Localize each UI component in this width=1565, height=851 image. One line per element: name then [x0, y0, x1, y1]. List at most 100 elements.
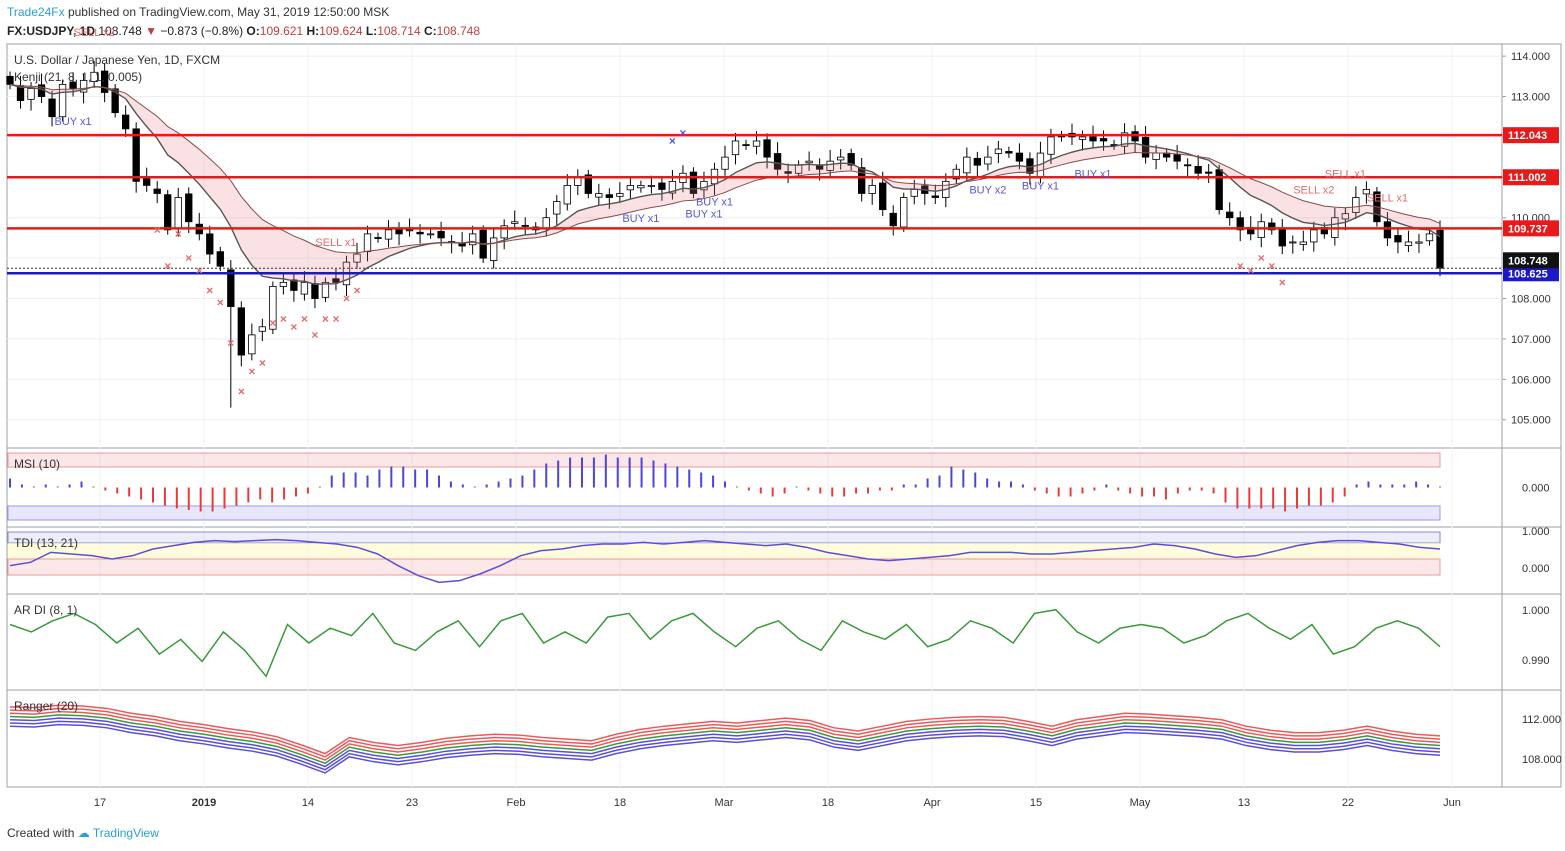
ranger-title: Ranger (20)	[14, 699, 78, 713]
footer: Created with ☁ TradingView	[7, 826, 159, 840]
high-label: H:	[306, 24, 320, 38]
candle	[79, 79, 88, 93]
sell-x-marker: ×	[175, 227, 182, 241]
ranger-line	[9, 710, 1441, 761]
ranger-line	[9, 720, 1441, 771]
ardi-y-tick: 1.000	[1522, 605, 1550, 617]
candle	[321, 281, 330, 298]
x-tick-label: 13	[1238, 797, 1250, 809]
buy-x-marker: ×	[679, 126, 686, 140]
candle	[248, 334, 256, 355]
candle	[805, 160, 813, 164]
symbol-name: FX:USDJPY, 1D	[7, 24, 96, 38]
tradingview-link[interactable]: TradingView	[92, 826, 159, 840]
buy-signal-label: BUY x1	[696, 197, 733, 209]
y-tick-label: 113.000	[1511, 92, 1550, 104]
candle	[1226, 211, 1234, 219]
sell-x-marker: ×	[1268, 259, 1275, 273]
level-price-tag	[1503, 220, 1559, 237]
candle	[290, 279, 298, 291]
buy-signal-label: BUY x1	[55, 116, 92, 128]
candle	[1352, 197, 1360, 213]
sell-x-marker: ×	[217, 296, 224, 310]
open-label: O:	[246, 24, 260, 38]
candle	[311, 283, 319, 299]
candle	[553, 201, 561, 215]
msi-lower-band	[7, 505, 1441, 521]
candle	[353, 253, 361, 263]
candle	[910, 189, 918, 197]
msi-title: MSI (10)	[14, 457, 60, 471]
candle	[626, 184, 635, 191]
sell-signal-label: SELL x1	[315, 237, 356, 249]
candle	[721, 156, 729, 170]
candle	[1194, 166, 1202, 174]
ardi-title: AR DI (8, 1)	[14, 603, 77, 617]
candle	[90, 71, 98, 82]
candle	[468, 233, 477, 246]
candle	[1005, 151, 1013, 154]
last-price-tag	[1503, 252, 1559, 269]
candle	[100, 70, 109, 93]
level-price-tag	[1503, 127, 1559, 144]
tdi-y-tick: 1.000	[1522, 526, 1550, 538]
candle	[1257, 221, 1265, 238]
sell-x-marker: ×	[1247, 263, 1254, 277]
candle	[132, 128, 140, 182]
candle	[174, 197, 182, 230]
tdi-y-tick: 0.000	[1522, 563, 1550, 575]
sell-x-marker: ×	[1237, 259, 1244, 273]
buy-signal-label: BUY x1	[622, 213, 659, 225]
ranger-line	[9, 714, 1441, 765]
candle	[931, 195, 939, 198]
symbol-line: FX:USDJPY, 1D 108.748 ▼ −0.873 (−0.8%) O…	[7, 24, 480, 38]
level-price-label: 108.625	[1508, 268, 1548, 280]
candle	[143, 178, 151, 186]
candle	[122, 114, 130, 130]
candles	[6, 60, 1444, 408]
candle	[258, 326, 267, 332]
candle	[374, 237, 382, 239]
candle	[858, 167, 866, 194]
ranger-line	[9, 717, 1441, 768]
fast-ma-line	[9, 83, 1441, 286]
sell-x-marker: ×	[259, 356, 266, 370]
sell-x-marker: ×	[238, 384, 245, 398]
price-change: −0.873 (−0.8%)	[160, 24, 244, 38]
level-price-label: 112.043	[1508, 130, 1547, 142]
candle	[27, 88, 35, 100]
candle	[647, 184, 656, 187]
candle	[595, 193, 603, 198]
candle	[1099, 138, 1108, 142]
candle	[1383, 221, 1392, 239]
y-tick-label: 108.000	[1511, 294, 1551, 306]
chart-frame	[6, 43, 1562, 788]
candle	[363, 233, 372, 253]
candle	[952, 168, 960, 180]
candle	[279, 281, 288, 287]
candle	[1362, 189, 1371, 195]
close-value: 108.748	[436, 24, 481, 38]
candle	[1078, 136, 1087, 140]
ranger-y-tick: 112.000	[1522, 714, 1561, 726]
candle	[511, 221, 519, 224]
sell-x-marker: ×	[164, 259, 171, 273]
candle	[1015, 152, 1024, 162]
sell-x-marker: ×	[227, 336, 234, 350]
candle	[584, 174, 592, 194]
main-pane-title: U.S. Dollar / Japanese Yen, 1D, FXCM	[14, 53, 220, 67]
tdi-line	[9, 538, 1441, 584]
open-value: 109.621	[259, 24, 304, 38]
ardi-line	[9, 608, 1441, 678]
sell-x-marker: ×	[301, 312, 308, 326]
candle	[605, 194, 613, 198]
candle	[973, 157, 982, 166]
author-link[interactable]: Trade24Fx	[7, 5, 65, 19]
candle	[542, 217, 550, 230]
candle	[616, 193, 624, 197]
candle	[164, 194, 172, 231]
sell-x-marker: ×	[353, 283, 360, 297]
sell-signal-label: SELL x1	[1367, 193, 1408, 205]
publish-header: Trade24Fx published on TradingView.com, …	[7, 5, 389, 19]
